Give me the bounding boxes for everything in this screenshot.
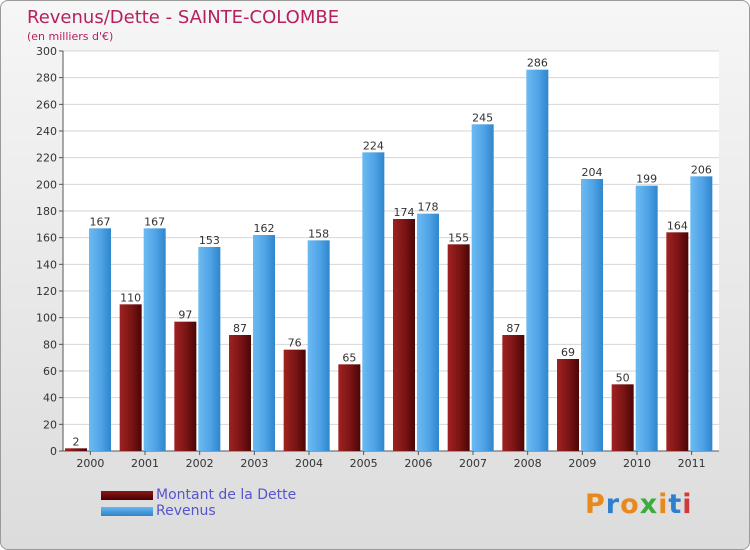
y-tick-label: 200 (36, 178, 57, 191)
value-label-revenus: 167 (144, 215, 165, 228)
logo-letter: x (639, 489, 659, 520)
x-tick-label: 2003 (240, 457, 268, 470)
value-label-revenus: 167 (90, 215, 111, 228)
x-tick-label: 2001 (131, 457, 159, 470)
bar-dette (502, 335, 525, 451)
bar-revenus (690, 176, 713, 452)
y-tick-label: 80 (43, 338, 57, 351)
bar-dette (283, 349, 306, 451)
logo-letter: i (658, 489, 669, 520)
legend-swatch-dette (101, 491, 153, 500)
value-label-revenus: 204 (582, 166, 603, 179)
bar-revenus (89, 228, 111, 451)
value-label-dette: 65 (342, 351, 356, 364)
value-label-revenus: 162 (254, 222, 275, 235)
proxiti-logo: Proxiti (585, 489, 693, 520)
y-tick-label: 280 (36, 72, 57, 85)
bar-revenus (198, 247, 221, 451)
bar-dette (119, 304, 142, 451)
x-tick-label: 2006 (404, 457, 432, 470)
y-tick-label: 300 (36, 45, 57, 58)
value-label-dette: 50 (616, 371, 630, 384)
value-label-dette: 155 (448, 231, 469, 244)
legend-label-revenus: Revenus (156, 503, 216, 519)
x-tick-label: 2009 (568, 457, 596, 470)
value-label-dette: 97 (178, 309, 192, 322)
bar-dette (229, 335, 251, 451)
x-tick-label: 2010 (623, 457, 651, 470)
value-label-revenus: 199 (636, 173, 657, 186)
x-tick-label: 2000 (76, 457, 104, 470)
bar-revenus (526, 69, 549, 452)
bar-revenus (471, 124, 494, 451)
value-label-dette: 110 (120, 291, 141, 304)
value-label-revenus: 224 (363, 139, 384, 152)
legend-label-dette: Montant de la Dette (156, 487, 297, 503)
x-tick-label: 2011 (678, 457, 706, 470)
value-label-dette: 164 (667, 219, 688, 232)
y-tick-label: 100 (36, 312, 57, 325)
legend-swatch-revenus (101, 507, 153, 516)
plot-area (63, 51, 719, 451)
logo-letter: r (605, 489, 621, 520)
value-label-dette: 174 (394, 206, 415, 219)
value-label-revenus: 206 (691, 163, 712, 176)
y-tick-label: 0 (50, 445, 57, 458)
bar-revenus (253, 235, 275, 451)
value-label-revenus: 286 (527, 57, 548, 70)
bar-dette (557, 359, 579, 451)
value-label-revenus: 178 (418, 201, 439, 214)
value-label-dette: 76 (288, 337, 302, 350)
x-tick-label: 2004 (295, 457, 323, 470)
x-tick-label: 2008 (514, 457, 542, 470)
bar-dette (174, 321, 197, 451)
y-tick-label: 160 (36, 232, 57, 245)
x-tick-label: 2002 (186, 457, 214, 470)
value-label-dette: 87 (233, 322, 247, 335)
y-tick-label: 180 (36, 205, 57, 218)
chart-subtitle: (en milliers d'€) (27, 30, 114, 43)
x-tick-label: 2007 (459, 457, 487, 470)
logo-letter: o (620, 489, 640, 520)
bar-dette (65, 448, 87, 451)
value-label-revenus: 245 (472, 111, 493, 124)
logo-letter: i (682, 489, 693, 520)
value-label-dette: 87 (506, 322, 520, 335)
y-tick-label: 40 (43, 392, 57, 405)
y-tick-label: 240 (36, 125, 57, 138)
bar-revenus (307, 240, 330, 451)
y-tick-label: 220 (36, 152, 57, 165)
logo-letter: P (585, 489, 606, 520)
chart-title: Revenus/Dette - SAINTE-COLOMBE (27, 7, 340, 28)
bar-revenus (362, 152, 385, 452)
y-tick-label: 120 (36, 285, 57, 298)
bar-dette (393, 219, 415, 451)
bar-dette (611, 384, 634, 451)
bar-revenus (143, 228, 166, 451)
bar-dette (666, 232, 689, 451)
y-tick-label: 60 (43, 365, 57, 378)
x-tick-label: 2005 (350, 457, 378, 470)
y-tick-label: 20 (43, 418, 57, 431)
value-label-dette: 2 (73, 435, 80, 448)
y-tick-label: 260 (36, 98, 57, 111)
bar-dette (338, 364, 361, 451)
bar-revenus (417, 213, 439, 451)
bar-dette (447, 244, 470, 451)
value-label-revenus: 153 (199, 234, 220, 247)
logo-letter: t (668, 489, 683, 520)
bar-revenus (635, 185, 658, 451)
value-label-revenus: 158 (308, 227, 329, 240)
value-label-dette: 69 (561, 346, 575, 359)
bar-revenus (581, 179, 603, 451)
y-tick-label: 140 (36, 258, 57, 271)
